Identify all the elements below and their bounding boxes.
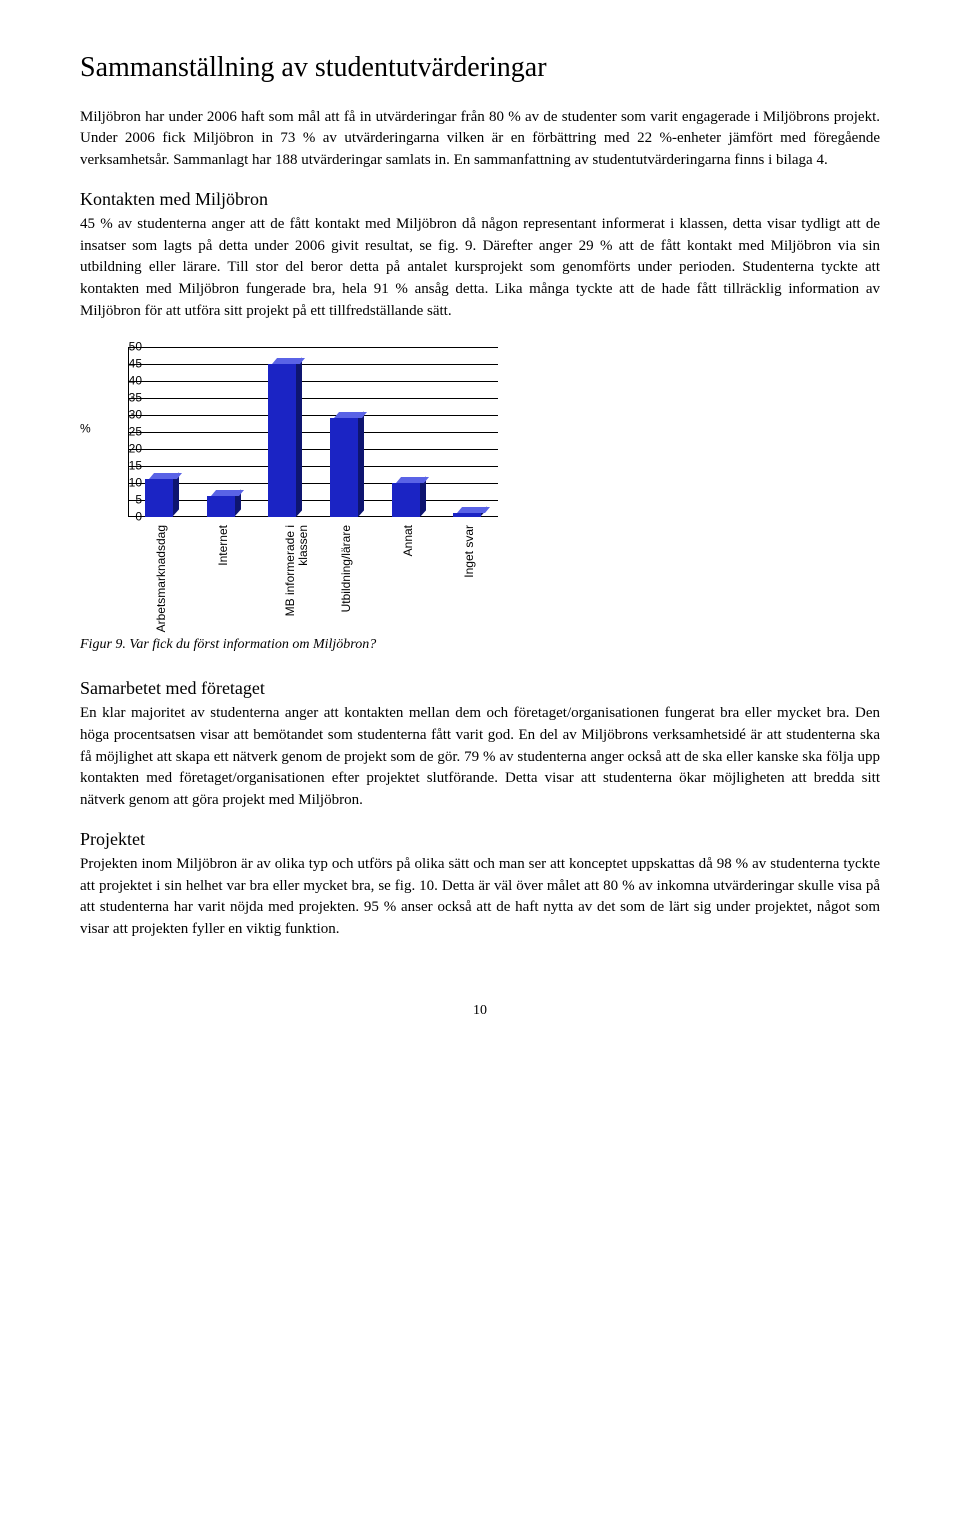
- chart-bar: [207, 496, 235, 516]
- intro-paragraph: Miljöbron har under 2006 haft som mål at…: [80, 107, 880, 172]
- section-heading-kontakten: Kontakten med Miljöbron: [80, 186, 880, 212]
- figure-9-caption: Figur 9. Var fick du först information o…: [80, 635, 880, 655]
- figure-9-chart: %05101520253035404550ArbetsmarknadsdagIn…: [80, 343, 880, 623]
- chart-xlabel: MB informerade iklassen: [284, 525, 310, 617]
- chart-bar: [392, 483, 420, 517]
- chart-bar: [268, 364, 296, 517]
- chart-ytick: 5: [98, 491, 142, 508]
- chart-ytick: 30: [98, 406, 142, 423]
- chart-xlabel: Internet: [217, 525, 230, 566]
- chart-ytick: 10: [98, 474, 142, 491]
- section-body-samarbetet: En klar majoritet av studenterna anger a…: [80, 703, 880, 812]
- chart-ytick: 35: [98, 389, 142, 406]
- chart-bar: [330, 418, 358, 517]
- page-title: Sammanställning av studentutvärderingar: [80, 48, 880, 89]
- page-number: 10: [80, 1001, 880, 1021]
- section-heading-projektet: Projektet: [80, 826, 880, 852]
- chart-xlabel: Annat: [402, 525, 415, 556]
- section-body-projektet: Projekten inom Miljöbron är av olika typ…: [80, 854, 880, 941]
- chart-bar: [453, 513, 481, 516]
- section-body-kontakten: 45 % av studenterna anger att de fått ko…: [80, 214, 880, 323]
- chart-ytick: 20: [98, 440, 142, 457]
- chart-xlabel: Inget svar: [463, 525, 476, 578]
- chart-ytick: 0: [98, 508, 142, 525]
- section-heading-samarbetet: Samarbetet med företaget: [80, 675, 880, 701]
- chart-xlabel: Utbildning/lärare: [340, 525, 353, 612]
- chart-ytick: 50: [98, 338, 142, 355]
- chart-ytick: 15: [98, 457, 142, 474]
- chart-ytick: 40: [98, 372, 142, 389]
- chart-bar: [145, 479, 173, 516]
- chart-ytick: 45: [98, 355, 142, 372]
- chart-ytick: 25: [98, 423, 142, 440]
- chart-ylabel: %: [80, 420, 91, 437]
- chart-xlabel: Arbetsmarknadsdag: [155, 525, 168, 632]
